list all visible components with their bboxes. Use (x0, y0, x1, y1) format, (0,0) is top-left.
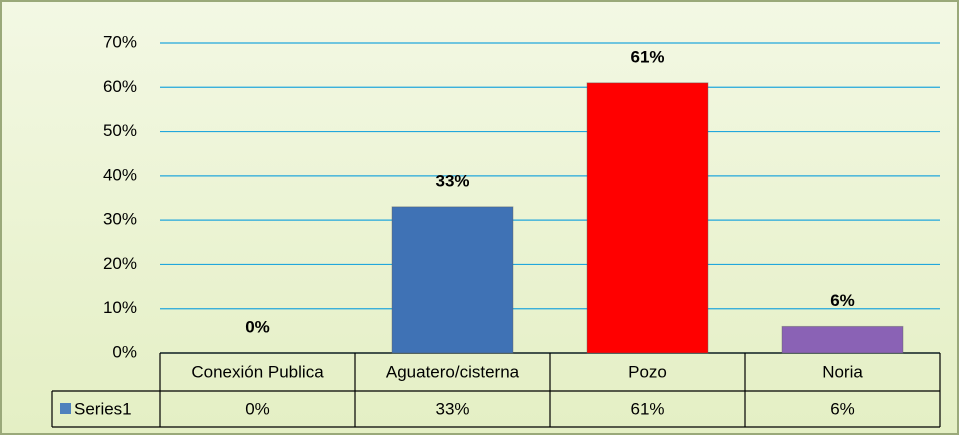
data-label: 0% (245, 317, 270, 336)
bar (781, 325, 904, 354)
legend-label: Series1 (74, 399, 132, 418)
bar (391, 206, 514, 354)
y-tick-label: 30% (103, 210, 137, 229)
table-cell: 33% (435, 399, 469, 418)
x-tick-label: Conexión Publica (191, 362, 324, 381)
y-tick-label: 50% (103, 121, 137, 140)
data-label: 61% (630, 47, 664, 66)
table-cell: 0% (245, 399, 270, 418)
y-tick-label: 0% (112, 342, 137, 361)
y-tick-label: 60% (103, 77, 137, 96)
data-label: 6% (830, 291, 855, 310)
data-label: 33% (435, 171, 469, 190)
legend-key (60, 403, 71, 414)
x-tick-label: Pozo (628, 362, 667, 381)
x-tick-label: Aguatero/cisterna (386, 362, 520, 381)
x-tick-label: Noria (822, 362, 863, 381)
y-tick-label: 70% (103, 32, 137, 51)
table-cell: 61% (630, 399, 664, 418)
y-tick-label: 40% (103, 165, 137, 184)
y-tick-label: 20% (103, 254, 137, 273)
y-tick-label: 10% (103, 298, 137, 317)
table-cell: 6% (830, 399, 855, 418)
bar (586, 82, 709, 354)
